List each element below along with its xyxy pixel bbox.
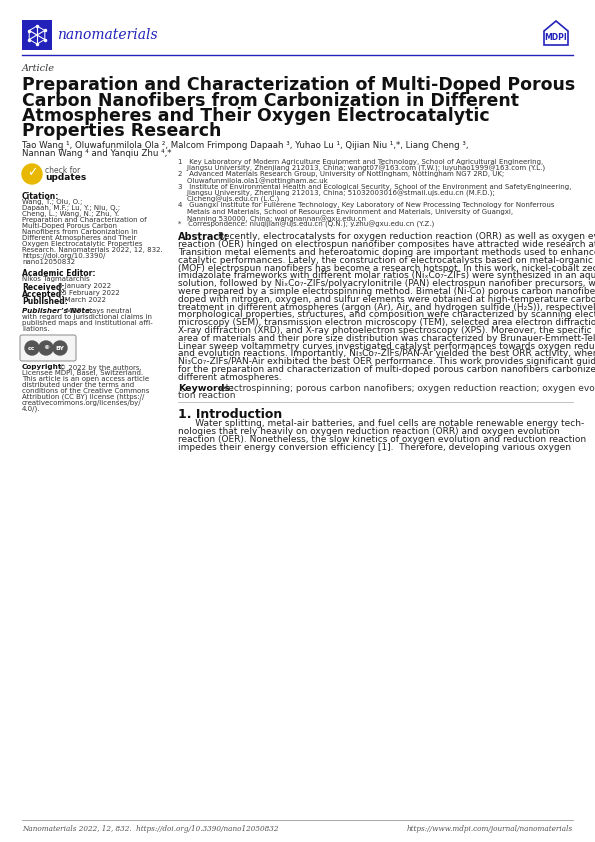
Text: 1. Introduction: 1. Introduction [178, 408, 282, 421]
Text: imidazolate frameworks with different molar ratios (NiₓCo₇-ZIFs) were synthesize: imidazolate frameworks with different mo… [178, 271, 595, 280]
Text: for the preparation and characterization of multi-doped porous carbon nanofibers: for the preparation and characterization… [178, 365, 595, 374]
Text: check for: check for [45, 166, 80, 175]
Text: Oxygen Electrocatalytic Properties: Oxygen Electrocatalytic Properties [22, 241, 142, 247]
Text: Publisher’s Note:: Publisher’s Note: [22, 308, 93, 314]
Text: Nanofibers from Carbonization in: Nanofibers from Carbonization in [22, 229, 138, 235]
Text: impedes their energy conversion efficiency [1].  Therefore, developing various o: impedes their energy conversion efficien… [178, 443, 571, 451]
Text: Linear sweep voltammetry curves investigated catalyst performances towards oxyge: Linear sweep voltammetry curves investig… [178, 342, 595, 350]
Text: Preparation and Characterization of Multi-Doped Porous: Preparation and Characterization of Mult… [22, 76, 575, 94]
Text: MDPI: MDPI [544, 33, 568, 41]
Text: Nannan Wang ⁴ and Yanqiu Zhu ⁴,*: Nannan Wang ⁴ and Yanqiu Zhu ⁴,* [22, 149, 171, 158]
Text: Jiangsu University, Zhenjiang 212013, China; wangt07@163.com (T.W.); luyuhao1999: Jiangsu University, Zhenjiang 212013, Ch… [178, 165, 545, 173]
Text: This article is an open access article: This article is an open access article [22, 376, 149, 382]
Text: morphological properties, structures, and composition were characterized by scan: morphological properties, structures, an… [178, 311, 595, 319]
Text: MDPI stays neutral: MDPI stays neutral [66, 308, 131, 314]
Text: Keywords:: Keywords: [178, 384, 234, 392]
Text: 1   Key Laboratory of Modern Agriculture Equipment and Technology, School of Agr: 1 Key Laboratory of Modern Agriculture E… [178, 159, 543, 165]
Text: 25 February 2022: 25 February 2022 [58, 290, 120, 296]
Text: https://doi.org/10.3390/: https://doi.org/10.3390/ [22, 253, 105, 259]
Text: 3   Institute of Environmental Health and Ecological Security, School of the Env: 3 Institute of Environmental Health and … [178, 184, 571, 189]
Text: (MOF) electrospun nanofibers has become a research hotspot. In this work, nickel: (MOF) electrospun nanofibers has become … [178, 264, 595, 273]
Text: Ni₃Co₇-ZIFs/PAN-Air exhibited the best OER performance. This work provides signi: Ni₃Co₇-ZIFs/PAN-Air exhibited the best O… [178, 357, 595, 366]
Text: updates: updates [45, 173, 86, 182]
Text: Nikos Tagmatarchis: Nikos Tagmatarchis [22, 276, 90, 282]
Text: Oluwafunmilola.ola1@nottingham.ac.uk: Oluwafunmilola.ola1@nottingham.ac.uk [178, 178, 328, 184]
Text: creativecommons.org/licenses/by/: creativecommons.org/licenses/by/ [22, 400, 142, 406]
Text: 8 January 2022: 8 January 2022 [58, 283, 111, 289]
Text: Received:: Received: [22, 283, 64, 292]
Text: 2   Advanced Materials Research Group, University of Nottingham, Nottingham NG7 : 2 Advanced Materials Research Group, Uni… [178, 172, 504, 178]
Text: *   Correspondence: niuqijian@ujs.edu.cn (Q.N.); y.zhu@gxu.edu.cn (Y.Z.): * Correspondence: niuqijian@ujs.edu.cn (… [178, 221, 434, 228]
Text: electrospinning; porous carbon nanofibers; oxygen reduction reaction; oxygen evo: electrospinning; porous carbon nanofiber… [220, 384, 595, 392]
Text: Copyright:: Copyright: [22, 364, 65, 370]
Text: tion reaction: tion reaction [178, 392, 236, 401]
Text: Transition metal elements and heteroatomic doping are important methods used to : Transition metal elements and heteroatom… [178, 248, 595, 257]
Text: https://www.mdpi.com/journal/nanomaterials: https://www.mdpi.com/journal/nanomateria… [407, 825, 573, 833]
Text: Metals and Materials, School of Resources Environment and Materials, University : Metals and Materials, School of Resource… [178, 209, 513, 215]
Text: Research. Nanomaterials 2022, 12, 832.: Research. Nanomaterials 2022, 12, 832. [22, 247, 163, 253]
Text: nano12050832: nano12050832 [22, 259, 75, 265]
Text: 4   Guangxi Institute for Fullerene Technology, Key Laboratory of New Processing: 4 Guangxi Institute for Fullerene Techno… [178, 202, 555, 209]
Text: published maps and institutional affi-: published maps and institutional affi- [22, 320, 153, 326]
Circle shape [39, 341, 53, 355]
Text: distributed under the terms and: distributed under the terms and [22, 382, 134, 388]
Text: Published:: Published: [22, 297, 68, 306]
Text: Academic Editor:: Academic Editor: [22, 269, 96, 278]
Text: 1 March 2022: 1 March 2022 [58, 297, 106, 303]
Text: Jiangsu University, Zhenjiang 212013, China; 51032003016@stmail.ujs.edu.cn (M.F.: Jiangsu University, Zhenjiang 212013, Ch… [178, 190, 495, 197]
Text: doped with nitrogen, oxygen, and sulfur elements were obtained at high-temperatu: doped with nitrogen, oxygen, and sulfur … [178, 295, 595, 304]
Circle shape [53, 341, 67, 355]
Circle shape [22, 164, 42, 184]
FancyBboxPatch shape [20, 335, 76, 361]
Text: cc: cc [28, 345, 36, 350]
Text: Preparation and Characterization of: Preparation and Characterization of [22, 217, 146, 223]
Text: were prepared by a simple electrospinning method. Bimetal (Ni-Co) porous carbon : were prepared by a simple electrospinnin… [178, 287, 595, 296]
Text: ©: © [43, 345, 49, 350]
Text: Carbon Nanofibers from Carbonization in Different: Carbon Nanofibers from Carbonization in … [22, 92, 519, 109]
Text: Wang, T.; Olu, O.;: Wang, T.; Olu, O.; [22, 199, 82, 205]
Text: Different Atmospheres and Their: Different Atmospheres and Their [22, 235, 136, 241]
Text: Atmospheres and Their Oxygen Electrocatalytic: Atmospheres and Their Oxygen Electrocata… [22, 107, 490, 125]
Text: Dapaah, M.F.; Lu, Y.; Niu, Q.;: Dapaah, M.F.; Lu, Y.; Niu, Q.; [22, 205, 120, 211]
Text: nanomaterials: nanomaterials [57, 28, 158, 42]
Text: conditions of the Creative Commons: conditions of the Creative Commons [22, 388, 149, 394]
Text: Nanomaterials 2022, 12, 832.  https://doi.org/10.3390/nano12050832: Nanomaterials 2022, 12, 832. https://doi… [22, 825, 278, 833]
Text: Tao Wang ¹, Oluwafunmilola Ola ², Malcom Frimpong Dapaah ³, Yuhao Lu ¹, Qijian N: Tao Wang ¹, Oluwafunmilola Ola ², Malcom… [22, 141, 468, 150]
Text: ✓: ✓ [27, 167, 37, 179]
Text: Citation:: Citation: [22, 192, 60, 201]
Text: Properties Research: Properties Research [22, 122, 221, 141]
Circle shape [25, 341, 39, 355]
Text: BY: BY [55, 345, 64, 350]
Text: Nanning 530000, China; wangnannan@gxu.edu.cn: Nanning 530000, China; wangnannan@gxu.ed… [178, 215, 366, 221]
Text: reaction (OER). Nonetheless, the slow kinetics of oxygen evolution and reduction: reaction (OER). Nonetheless, the slow ki… [178, 434, 586, 444]
Text: reaction (OER) hinged on electrospun nanofiber composites have attracted wide re: reaction (OER) hinged on electrospun nan… [178, 240, 595, 249]
Text: © 2022 by the authors.: © 2022 by the authors. [59, 364, 142, 370]
Text: liations.: liations. [22, 326, 49, 332]
Text: microscopy (SEM), transmission electron microscopy (TEM), selected area electron: microscopy (SEM), transmission electron … [178, 318, 595, 328]
Text: Clcheng@ujs.edu.cn (L.C.): Clcheng@ujs.edu.cn (L.C.) [178, 196, 279, 204]
Text: treatment in different atmospheres (argon (Ar), Air, and hydrogen sulfide (H₂S)): treatment in different atmospheres (argo… [178, 302, 595, 312]
Text: solution, followed by NiₓCo₇-ZIFs/polyacrylonitrile (PAN) electrospun nanofiber : solution, followed by NiₓCo₇-ZIFs/polyac… [178, 280, 595, 288]
FancyBboxPatch shape [22, 20, 52, 50]
Text: area of materials and their pore size distribution was characterized by Brunauer: area of materials and their pore size di… [178, 333, 595, 343]
Text: X-ray diffraction (XRD), and X-ray photoelectron spectroscopy (XPS). Moreover, t: X-ray diffraction (XRD), and X-ray photo… [178, 326, 595, 335]
Text: and evolution reactions. Importantly, Ni₃Co₇-ZIFs/PAN-Ar yielded the best ORR ac: and evolution reactions. Importantly, Ni… [178, 349, 595, 359]
Text: Recently, electrocatalysts for oxygen reduction reaction (ORR) as well as oxygen: Recently, electrocatalysts for oxygen re… [218, 232, 595, 241]
Text: Multi-Doped Porous Carbon: Multi-Doped Porous Carbon [22, 223, 117, 229]
Text: Accepted:: Accepted: [22, 290, 65, 299]
Text: Abstract:: Abstract: [178, 232, 228, 242]
Text: catalytic performances. Lately, the construction of electrocatalysts based on me: catalytic performances. Lately, the cons… [178, 256, 595, 264]
Text: Cheng, L.; Wang, N.; Zhu, Y.: Cheng, L.; Wang, N.; Zhu, Y. [22, 211, 119, 217]
Text: Article: Article [22, 64, 55, 73]
Text: Attribution (CC BY) license (https://: Attribution (CC BY) license (https:// [22, 394, 145, 401]
Text: Water splitting, metal-air batteries, and fuel cells are notable renewable energ: Water splitting, metal-air batteries, an… [178, 419, 584, 429]
Text: different atmospheres.: different atmospheres. [178, 373, 281, 381]
Text: 4.0/).: 4.0/). [22, 406, 40, 413]
Text: nologies that rely heavily on oxygen reduction reaction (ORR) and oxygen evoluti: nologies that rely heavily on oxygen red… [178, 427, 560, 436]
Text: Licensee MDPI, Basel, Switzerland.: Licensee MDPI, Basel, Switzerland. [22, 370, 143, 376]
Text: with regard to jurisdictional claims in: with regard to jurisdictional claims in [22, 314, 152, 320]
